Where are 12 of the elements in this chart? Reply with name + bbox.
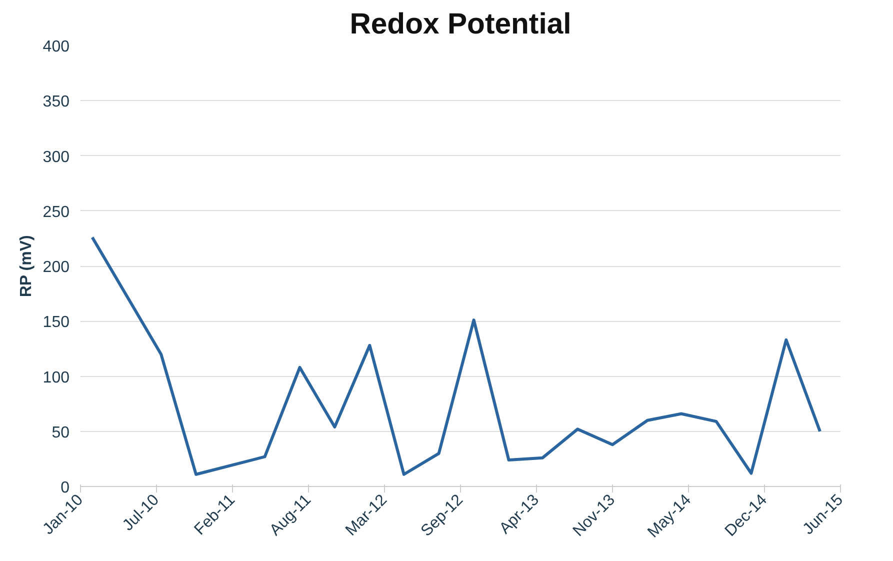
y-tick-label: 100	[42, 369, 70, 386]
y-tick-label: 350	[42, 94, 70, 111]
y-axis-title: RP (mV)	[18, 235, 35, 298]
y-tick-label: 200	[42, 259, 70, 276]
y-tick-label: 0	[60, 480, 70, 496]
chart-title: Redox Potential	[350, 8, 572, 40]
y-tick-label: 400	[42, 38, 70, 56]
y-tick-label: 250	[42, 204, 70, 221]
y-tick-label: 50	[52, 424, 70, 442]
y-tick-label: 150	[42, 314, 70, 332]
y-tick-label: 300	[42, 148, 70, 166]
line-series	[90, 236, 822, 476]
